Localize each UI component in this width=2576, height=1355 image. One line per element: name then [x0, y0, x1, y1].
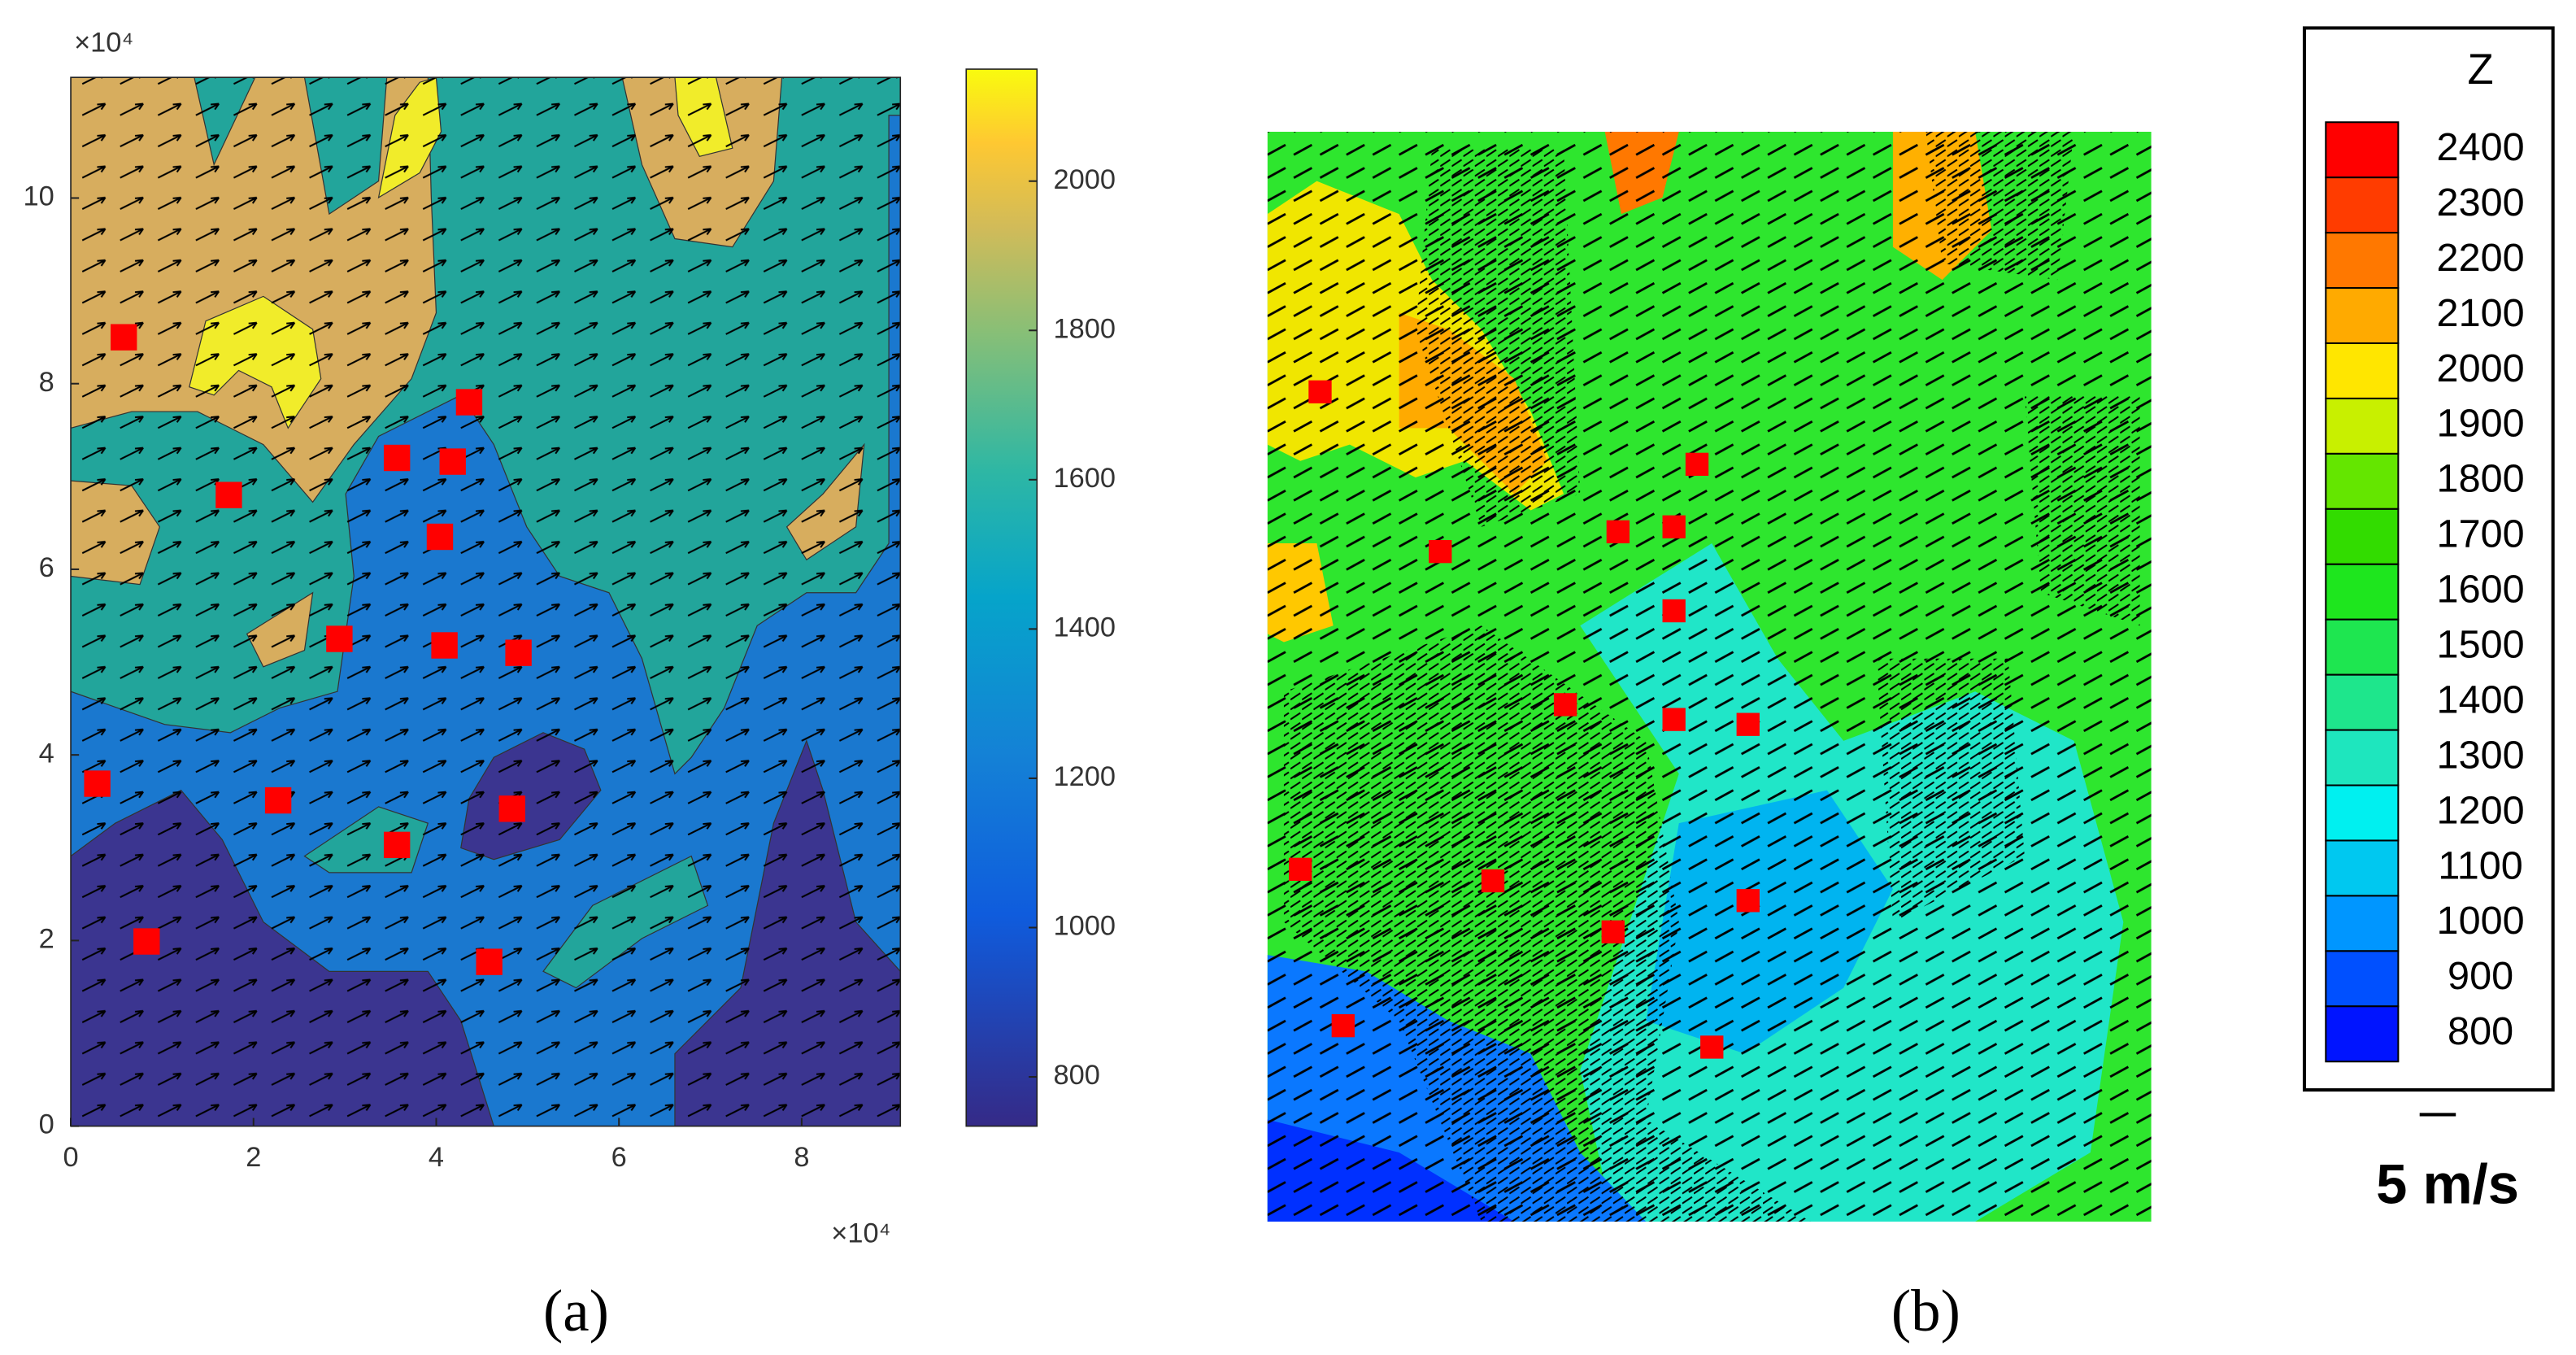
station — [1662, 599, 1686, 623]
legend-swatch — [2325, 784, 2400, 842]
colorbar-tick-label: 1600 — [1054, 463, 1116, 494]
legend-swatch — [2325, 563, 2400, 621]
station — [439, 448, 466, 475]
station — [1481, 869, 1505, 893]
station — [455, 389, 483, 416]
y-tick-label: 6 — [39, 552, 54, 583]
legend-swatch — [2325, 452, 2400, 510]
legend-swatch — [2325, 176, 2400, 234]
legend-swatch — [2325, 397, 2400, 455]
station — [1289, 857, 1312, 881]
station — [264, 786, 292, 814]
colorbar-tick-label: 1400 — [1054, 612, 1116, 643]
station — [326, 625, 353, 652]
station — [1331, 1013, 1355, 1038]
colorbar-tick-label: 2000 — [1054, 164, 1116, 195]
y-tick-label: 2 — [39, 923, 54, 954]
station — [215, 481, 242, 508]
station — [1662, 708, 1686, 731]
station — [1700, 1035, 1724, 1059]
station — [133, 928, 160, 955]
plot-frame — [70, 76, 902, 1127]
colorbar-tick-label: 1000 — [1054, 911, 1116, 942]
legend-label: 1000 — [2437, 899, 2525, 943]
legend-swatch — [2325, 729, 2400, 786]
legend-swatch — [2325, 287, 2400, 345]
station — [383, 831, 411, 859]
station — [426, 523, 454, 551]
y-exponent: ×10⁴ — [74, 28, 133, 59]
legend-swatch — [2325, 950, 2400, 1008]
station — [1662, 515, 1686, 538]
legend-swatch — [2325, 342, 2400, 399]
x-tick-label: 2 — [246, 1142, 261, 1173]
legend-label: 2400 — [2437, 125, 2525, 169]
y-tick-label: 10 — [24, 181, 54, 212]
colorbar-tick-label: 800 — [1054, 1060, 1100, 1091]
station — [1553, 693, 1577, 717]
legend-swatch — [2325, 121, 2400, 179]
x-tick-label: 4 — [429, 1142, 444, 1173]
legend-label: 1200 — [2437, 788, 2525, 832]
contour-b — [1267, 131, 2152, 1222]
legend-swatch — [2325, 232, 2400, 290]
legend-label: 1700 — [2437, 512, 2525, 556]
station — [1736, 889, 1760, 913]
colorbar-tick-label: 1800 — [1054, 313, 1116, 344]
legend-swatch — [2325, 673, 2400, 731]
legend-label: 2300 — [2437, 181, 2525, 224]
y-tick-label: 8 — [39, 367, 54, 398]
legend-label: 2000 — [2437, 346, 2525, 390]
station — [1429, 539, 1452, 564]
legend-label: 2100 — [2437, 291, 2525, 335]
legend-swatch — [2325, 508, 2400, 565]
x-exponent: ×10⁴ — [831, 1218, 890, 1248]
station — [111, 324, 137, 351]
station — [1606, 520, 1630, 544]
y-tick-label: 0 — [39, 1109, 54, 1140]
station — [84, 770, 111, 797]
legend-label: 1300 — [2437, 733, 2525, 777]
legend-label: 1100 — [2438, 843, 2522, 887]
station — [383, 444, 411, 472]
legend-title: Z — [2468, 46, 2494, 94]
y-tick-label: 4 — [39, 738, 54, 769]
x-tick-label: 0 — [63, 1142, 78, 1173]
scale-label: 5 m/s — [2376, 1153, 2519, 1216]
station — [1308, 380, 1332, 403]
stations-b — [1289, 380, 1760, 1059]
legend-label: 2200 — [2437, 236, 2525, 280]
legend-swatch — [2325, 895, 2400, 952]
colorbar — [965, 68, 1038, 1127]
station — [476, 948, 503, 975]
station — [1736, 712, 1760, 736]
legend-label: 1900 — [2437, 402, 2525, 446]
legend-label: 1800 — [2437, 457, 2525, 501]
legend-swatch — [2325, 1005, 2400, 1063]
legend-swatch — [2325, 839, 2400, 897]
colorbar-tick-label: 1200 — [1054, 761, 1116, 792]
station — [505, 639, 532, 666]
legend-swatch — [2325, 618, 2400, 676]
station — [1601, 920, 1625, 943]
station — [431, 632, 458, 659]
legend-label: 1500 — [2437, 623, 2525, 667]
station — [1685, 452, 1709, 477]
legend-label: 900 — [2448, 954, 2513, 998]
x-tick-label: 6 — [611, 1142, 627, 1173]
legend-label: 800 — [2448, 1009, 2513, 1053]
station — [498, 795, 525, 822]
panel-label: (a) — [543, 1278, 609, 1344]
panel-label: (b) — [1891, 1278, 1960, 1344]
legend-label: 1400 — [2437, 678, 2525, 721]
legend-label: 1600 — [2437, 568, 2525, 612]
x-tick-label: 8 — [794, 1142, 809, 1173]
